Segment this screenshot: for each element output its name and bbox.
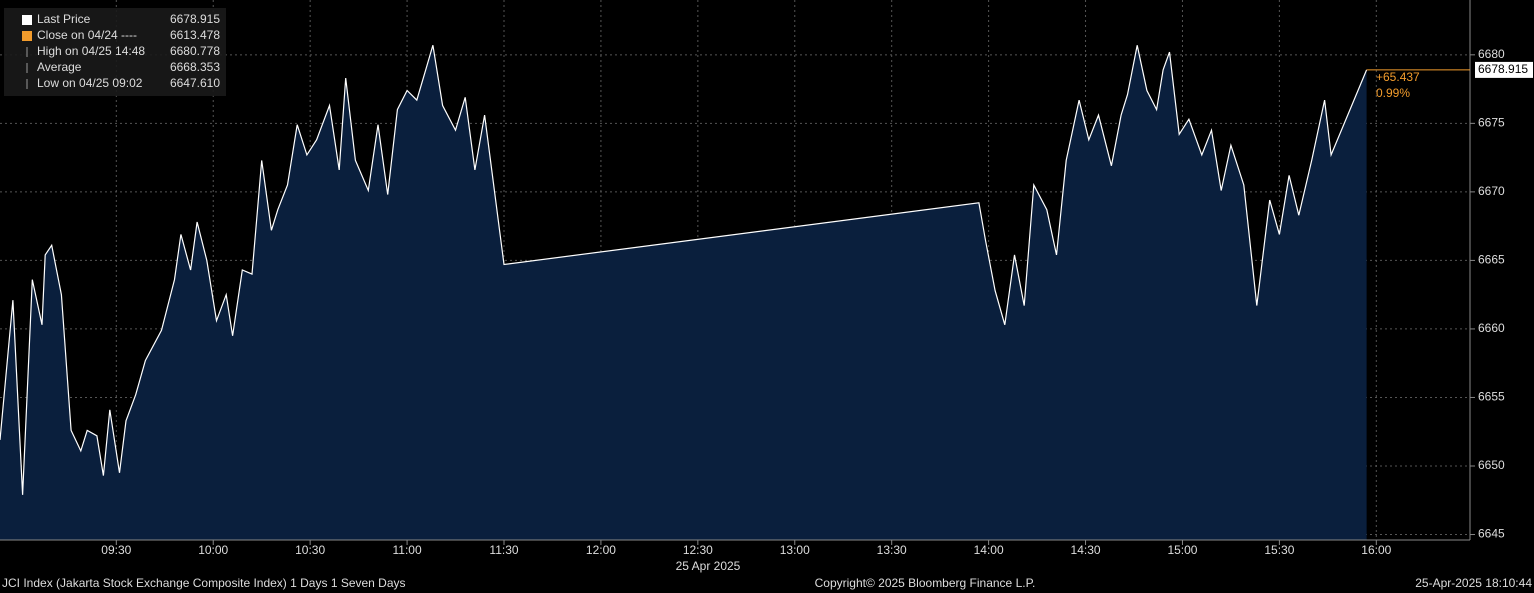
legend-swatch — [22, 31, 32, 41]
legend-value: 6678.915 — [170, 12, 220, 26]
x-tick-label: 09:30 — [101, 543, 131, 557]
y-tick-label: 6670 — [1478, 184, 1505, 198]
y-tick-label: 6665 — [1478, 253, 1505, 267]
legend-label: High on 04/25 14:48 — [37, 44, 145, 58]
x-tick-label: 10:00 — [198, 543, 228, 557]
x-tick-label: 13:00 — [780, 543, 810, 557]
last-price-box — [1475, 61, 1533, 78]
x-axis-label: 25 Apr 2025 — [676, 559, 741, 573]
y-tick-label: 6680 — [1478, 47, 1505, 61]
x-tick-label: 14:30 — [1071, 543, 1101, 557]
x-tick-label: 14:00 — [974, 543, 1004, 557]
last-price-label: 6678.915 — [1478, 62, 1528, 76]
legend-label: Last Price — [37, 12, 91, 26]
legend-swatch — [22, 15, 32, 25]
y-tick-label: 6655 — [1478, 390, 1505, 404]
legend-value: 6647.610 — [170, 76, 220, 90]
change-pct: 0.99% — [1376, 86, 1410, 100]
area — [0, 45, 1367, 540]
x-tick-label: 12:00 — [586, 543, 616, 557]
footer-right: 25-Apr-2025 18:10:44 — [1415, 576, 1532, 590]
x-tick-label: 15:00 — [1167, 543, 1197, 557]
x-tick-label: 10:30 — [295, 543, 325, 557]
y-tick-label: 6645 — [1478, 527, 1505, 541]
y-tick-label: 6650 — [1478, 458, 1505, 472]
legend-value: 6668.353 — [170, 60, 220, 74]
x-tick-label: 11:30 — [489, 543, 518, 557]
footer-left: JCI Index (Jakarta Stock Exchange Compos… — [2, 576, 406, 590]
footer-center: Copyright© 2025 Bloomberg Finance L.P. — [815, 576, 1036, 590]
x-tick-label: 13:30 — [877, 543, 907, 557]
x-tick-label: 12:30 — [683, 543, 713, 557]
x-tick-label: 16:00 — [1361, 543, 1391, 557]
line — [0, 45, 1368, 495]
legend-value: 6680.778 — [170, 44, 220, 58]
x-tick-label: 15:30 — [1264, 543, 1294, 557]
legend-label: Average — [37, 60, 82, 74]
y-tick-label: 6675 — [1478, 116, 1505, 130]
legend-value: 6613.478 — [170, 28, 220, 42]
x-tick-label: 11:00 — [393, 543, 422, 557]
legend-label: Low on 04/25 09:02 — [37, 76, 143, 90]
change: +65.437 — [1376, 70, 1420, 84]
legend-label: Close on 04/24 ---- — [37, 28, 137, 42]
plot-area — [0, 0, 1470, 540]
legend-bg — [4, 8, 226, 96]
y-tick-label: 6660 — [1478, 321, 1505, 335]
